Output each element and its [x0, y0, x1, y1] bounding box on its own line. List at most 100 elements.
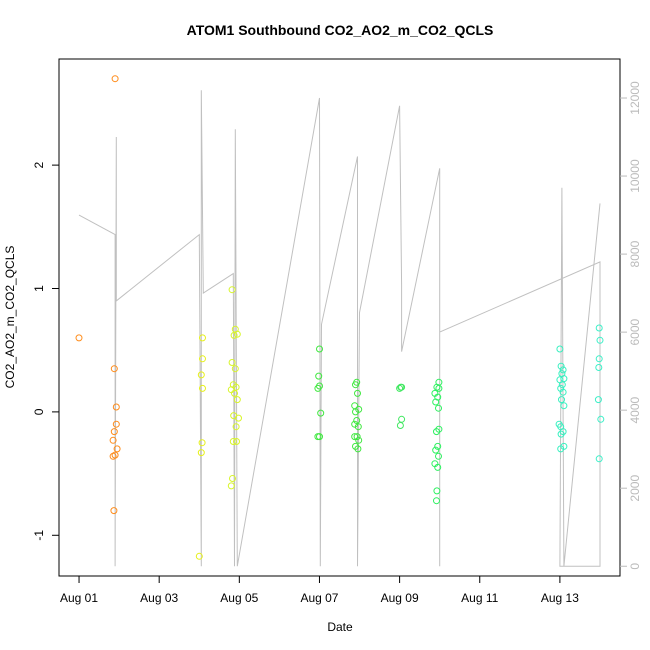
- secondary-trace-layer: [78, 90, 601, 567]
- data-point: [112, 403, 120, 411]
- x-axis-label: Date: [327, 620, 353, 634]
- data-point: [435, 404, 442, 412]
- data-point: [597, 415, 605, 423]
- data-point: [353, 417, 361, 424]
- data-point: [316, 433, 323, 441]
- data-point: [396, 384, 404, 392]
- data-point: [109, 436, 117, 444]
- data-point: [557, 362, 565, 370]
- data-point: [315, 372, 323, 380]
- x-tick-label: Aug 01: [60, 591, 98, 605]
- data-point: [111, 75, 119, 83]
- x-tick-label: Aug 11: [461, 591, 498, 605]
- data-point: [113, 445, 121, 453]
- y-tick-label: -1: [32, 530, 46, 541]
- data-point: [396, 422, 404, 429]
- x-tick-label: Aug 03: [140, 591, 178, 605]
- data-point: [434, 442, 442, 450]
- data-point: [354, 389, 361, 397]
- data-point: [199, 384, 206, 392]
- y-tick-label: 2: [32, 161, 46, 168]
- data-point: [557, 384, 565, 392]
- secondary-trace-line: [78, 90, 601, 567]
- data-point: [557, 445, 565, 453]
- data-point: [231, 365, 239, 373]
- data-point: [353, 433, 361, 441]
- data-point: [109, 452, 117, 460]
- y-tick-label: 1: [32, 285, 46, 292]
- x-axis: Aug 01 Aug 03 Aug 05 Aug 07 Aug 09 Aug 11 Aug …: [60, 575, 579, 605]
- y-tick-label: 0: [32, 408, 46, 415]
- data-point: [197, 449, 205, 457]
- y2-tick-label: 12000: [628, 81, 642, 115]
- data-point: [198, 439, 206, 447]
- data-point: [435, 425, 443, 433]
- data-point: [354, 445, 362, 453]
- x-tick-label: Aug 07: [300, 591, 338, 605]
- data-point: [231, 389, 238, 397]
- data-point: [559, 388, 567, 396]
- data-point: [595, 355, 603, 363]
- data-point: [110, 365, 118, 373]
- data-point: [557, 430, 565, 438]
- data-point: [316, 345, 323, 353]
- data-point: [596, 336, 604, 344]
- data-point: [233, 330, 241, 338]
- data-point: [229, 438, 237, 445]
- data-point: [197, 371, 205, 379]
- x-tick-label: Aug 09: [381, 591, 419, 605]
- data-point: [433, 487, 441, 495]
- data-point: [355, 436, 363, 444]
- data-point: [351, 402, 359, 410]
- data-point: [112, 420, 120, 428]
- data-point: [228, 286, 236, 294]
- data-point: [233, 438, 240, 445]
- data-point: [352, 408, 359, 416]
- data-point: [354, 423, 362, 431]
- data-point: [595, 364, 603, 371]
- y2-tick-label: 0: [628, 563, 642, 570]
- data-point: [433, 497, 440, 505]
- data-point: [559, 366, 567, 374]
- data-point: [352, 381, 359, 389]
- data-point: [435, 384, 443, 392]
- data-point: [233, 396, 241, 404]
- data-point: [558, 396, 565, 404]
- y2-tick-label: 2000: [628, 475, 642, 502]
- y2-axis: 0 2000 4000 6000 8000 10000 12000: [620, 81, 642, 570]
- data-point: [75, 334, 83, 342]
- data-point: [317, 409, 325, 417]
- data-point: [556, 345, 564, 353]
- data-point: [560, 402, 568, 410]
- data-point: [558, 381, 566, 389]
- y2-tick-label: 8000: [628, 240, 642, 267]
- data-point: [432, 398, 440, 406]
- plot-frame: [58, 58, 621, 577]
- data-point: [110, 428, 118, 436]
- data-point: [560, 375, 568, 383]
- data-point: [595, 324, 603, 332]
- y-axis-label: CO2_AO2_m_CO2_QCLS: [3, 246, 17, 389]
- data-point: [230, 331, 238, 339]
- data-point: [435, 452, 442, 460]
- points-layer: [75, 75, 605, 560]
- y-axis: -1 0 1 2: [32, 161, 59, 541]
- data-point: [195, 552, 203, 560]
- data-point: [232, 423, 240, 431]
- x-tick-label: Aug 13: [541, 591, 579, 605]
- data-point: [398, 415, 406, 423]
- y2-tick-label: 4000: [628, 396, 642, 423]
- data-point: [432, 446, 440, 454]
- data-point: [228, 359, 236, 366]
- data-point: [199, 355, 206, 363]
- data-point: [110, 507, 118, 515]
- x-tick-label: Aug 05: [220, 591, 258, 605]
- data-point: [595, 455, 603, 463]
- data-point: [227, 482, 235, 490]
- data-point: [351, 433, 359, 441]
- chart-title: ATOM1 Southbound CO2_AO2_m_CO2_QCLS: [187, 22, 494, 38]
- data-point: [199, 334, 206, 342]
- data-point: [235, 414, 242, 422]
- data-point: [434, 463, 442, 471]
